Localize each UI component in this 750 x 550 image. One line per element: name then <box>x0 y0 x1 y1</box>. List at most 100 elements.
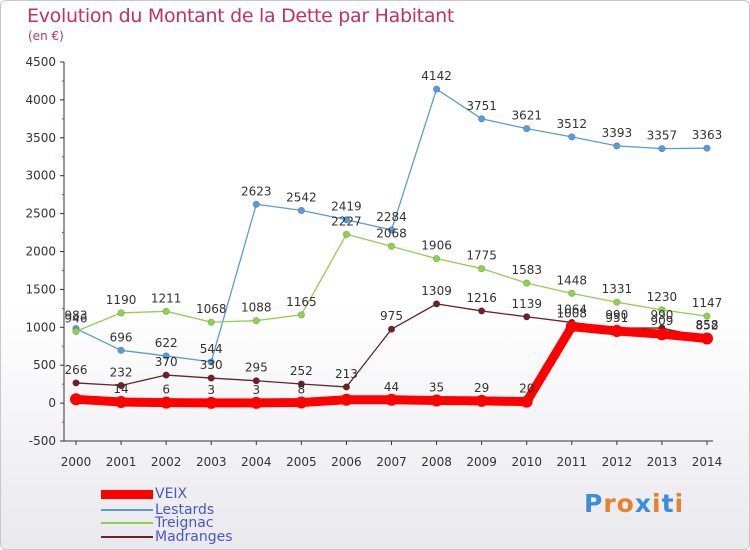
data-point-madranges <box>162 371 170 379</box>
data-point-treignac <box>162 307 170 315</box>
data-point-treignac <box>613 298 621 306</box>
data-label-treignac: 1583 <box>511 263 542 277</box>
data-label-treignac: 1906 <box>421 239 452 253</box>
data-point-veix <box>565 320 578 333</box>
data-point-treignac <box>478 264 486 273</box>
data-point-madranges <box>523 313 531 321</box>
data-point-treignac <box>658 306 666 314</box>
x-tick-label: 2014 <box>692 455 723 469</box>
x-tick-label: 2000 <box>61 455 92 469</box>
data-label-lestards: 2419 <box>331 200 362 214</box>
data-label-treignac: 2068 <box>376 226 407 240</box>
data-label-treignac: 1088 <box>241 301 272 315</box>
data-point-treignac <box>342 230 351 238</box>
data-point-lestards <box>117 346 125 354</box>
legend-item-treignac: Treignac <box>101 515 213 531</box>
logo-letter: x <box>634 489 652 518</box>
data-point-lestards <box>297 206 305 215</box>
data-point-treignac <box>72 327 80 335</box>
data-label-madranges: 858 <box>696 318 719 332</box>
y-tick-label: 2000 <box>25 245 56 259</box>
legend-swatch-madranges <box>101 536 153 538</box>
data-point-treignac <box>252 317 260 325</box>
data-label-lestards: 983 <box>65 309 88 323</box>
y-tick-label: 3500 <box>25 131 56 145</box>
y-tick-label: 4000 <box>25 93 56 107</box>
legend-swatch-veix <box>101 489 153 499</box>
data-label-veix: 951 <box>605 311 628 325</box>
x-tick-label: 2001 <box>106 455 137 469</box>
proxiti-logo: Proxiti <box>584 489 684 518</box>
data-point-lestards <box>432 85 441 93</box>
x-tick-label: 2009 <box>466 455 497 469</box>
legend-swatch-lestards <box>101 509 153 511</box>
data-point-lestards <box>703 144 711 152</box>
logo-letter: r <box>603 489 617 518</box>
data-label-treignac: 1331 <box>602 282 633 296</box>
x-tick-label: 2011 <box>557 455 588 469</box>
logo-letter: o <box>616 489 635 518</box>
data-label-lestards: 3751 <box>466 99 497 113</box>
data-label-veix: 1008 <box>557 307 588 321</box>
data-label-lestards: 2542 <box>286 190 317 204</box>
data-label-madranges: 266 <box>65 363 88 377</box>
y-tick-label: 1500 <box>25 282 56 296</box>
data-point-veix <box>520 395 533 408</box>
y-tick-label: 1000 <box>25 320 56 334</box>
y-tick-label: 4500 <box>25 55 56 69</box>
data-point-veix <box>610 325 623 338</box>
data-label-veix: 909 <box>650 314 673 328</box>
data-point-lestards <box>568 133 576 141</box>
data-label-treignac: 1190 <box>106 293 137 307</box>
data-label-madranges: 1216 <box>466 291 497 305</box>
data-label-veix: 20 <box>519 382 534 396</box>
data-point-lestards <box>478 115 486 123</box>
data-label-lestards: 3393 <box>602 126 633 140</box>
data-label-veix: 35 <box>429 380 444 394</box>
legend-label-madranges: Madranges <box>155 529 233 545</box>
data-label-veix: 852 <box>696 319 719 333</box>
data-point-veix <box>475 394 488 407</box>
data-label-madranges: 990 <box>650 308 673 322</box>
data-point-madranges <box>72 379 80 387</box>
data-point-madranges <box>207 374 215 382</box>
data-label-madranges: 295 <box>245 361 268 375</box>
data-point-lestards <box>387 226 396 234</box>
data-point-veix <box>250 396 263 409</box>
data-point-lestards <box>523 125 531 133</box>
data-label-lestards: 3621 <box>511 109 542 123</box>
data-point-treignac <box>703 312 711 320</box>
data-label-madranges: 252 <box>290 364 313 378</box>
logo-letter: i <box>674 489 685 518</box>
data-label-lestards: 3357 <box>647 129 678 143</box>
legend-item-lestards: Lestards <box>101 502 214 518</box>
data-label-treignac: 1147 <box>692 296 723 310</box>
x-tick-label: 2006 <box>331 455 362 469</box>
data-point-veix <box>430 394 443 407</box>
x-tick-label: 2008 <box>421 455 452 469</box>
data-label-madranges: 213 <box>335 367 358 381</box>
data-point-treignac <box>117 309 125 317</box>
data-label-veix: 14 <box>113 382 128 396</box>
data-point-veix <box>205 396 218 409</box>
data-label-lestards: 2623 <box>241 184 272 198</box>
data-label-madranges: 975 <box>380 309 403 323</box>
data-point-madranges <box>478 307 486 315</box>
y-tick-label: 500 <box>33 358 56 372</box>
x-tick-label: 2007 <box>376 455 407 469</box>
logo-letter: i <box>652 489 662 518</box>
data-label-treignac: 1775 <box>466 249 497 263</box>
data-label-treignac: 2227 <box>331 214 362 228</box>
chart-title: Evolution du Montant de la Dette par Hab… <box>27 5 455 27</box>
data-point-madranges <box>252 377 260 385</box>
data-label-madranges: 1139 <box>511 297 542 311</box>
data-point-treignac <box>432 255 441 263</box>
x-tick-label: 2003 <box>196 455 227 469</box>
data-point-veix <box>160 396 173 409</box>
logo-letter: t <box>661 489 675 518</box>
data-label-veix: 3 <box>252 383 260 397</box>
x-tick-label: 2013 <box>647 455 678 469</box>
data-label-madranges: 990 <box>605 308 628 322</box>
data-label-veix: 8 <box>298 382 306 396</box>
